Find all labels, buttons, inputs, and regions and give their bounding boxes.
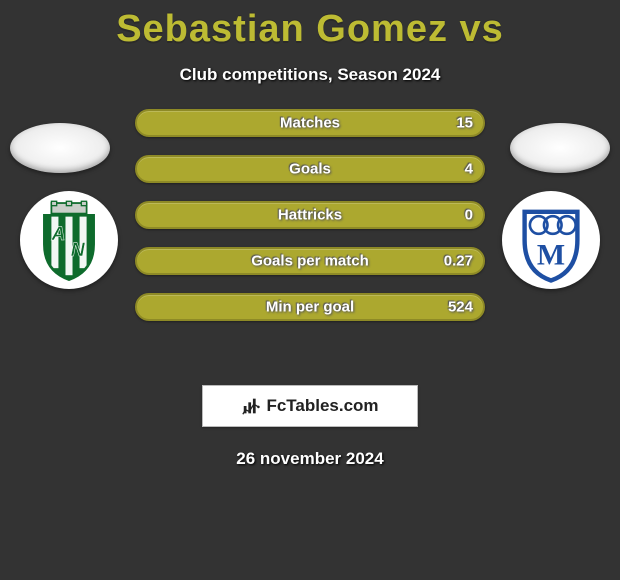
logo-text: FcTables.com (266, 396, 378, 416)
svg-text:A: A (50, 223, 65, 245)
stat-value-right: 4 (465, 161, 473, 178)
stat-label: Matches (280, 115, 340, 132)
subtitle: Club competitions, Season 2024 (0, 65, 620, 85)
stat-label: Hattricks (278, 207, 342, 224)
stat-row-hattricks: Hattricks 0 (135, 201, 485, 229)
stat-label: Goals per match (251, 253, 369, 270)
bar-chart-icon (241, 395, 263, 417)
stat-label: Min per goal (266, 299, 354, 316)
stat-row-mpg: Min per goal 524 (135, 293, 485, 321)
comparison-card: Sebastian Gomez vs Club competitions, Se… (0, 0, 620, 580)
svg-text:M: M (537, 239, 565, 272)
stat-row-matches: Matches 15 (135, 109, 485, 137)
svg-text:N: N (71, 239, 86, 261)
stat-value-right: 0 (465, 207, 473, 224)
date-line: 26 november 2024 (0, 449, 620, 469)
stat-value-right: 0.27 (444, 253, 473, 270)
shield-icon: A N (25, 196, 113, 284)
stat-bars: Matches 15 Goals 4 Hattricks 0 Goals per… (135, 109, 485, 339)
content-area: A N M Matches 15 (0, 123, 620, 383)
stat-row-gpm: Goals per match 0.27 (135, 247, 485, 275)
page-title: Sebastian Gomez vs (0, 0, 620, 51)
stat-row-goals: Goals 4 (135, 155, 485, 183)
player-avatar-right (510, 123, 610, 173)
player-avatar-left (10, 123, 110, 173)
stat-label: Goals (289, 161, 331, 178)
stat-value-right: 524 (448, 299, 473, 316)
stat-value-right: 15 (456, 115, 473, 132)
fctables-link[interactable]: FcTables.com (202, 385, 418, 427)
club-crest-left: A N (20, 191, 118, 289)
club-crest-right: M (502, 191, 600, 289)
shield-icon: M (507, 196, 595, 284)
